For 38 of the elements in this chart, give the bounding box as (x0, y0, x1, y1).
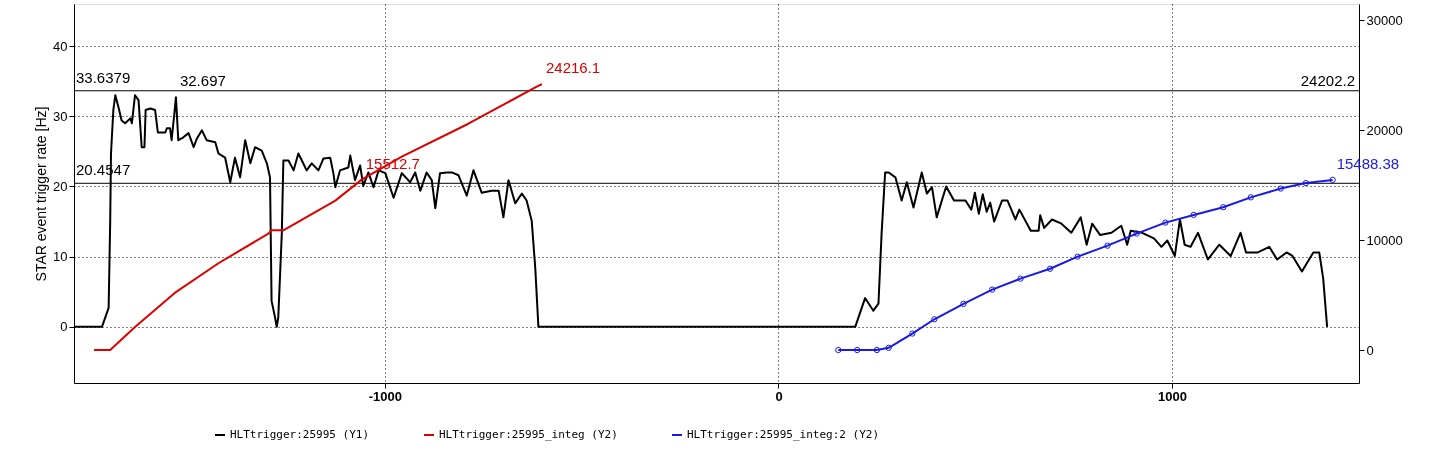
point (1190, 211, 1197, 219)
y-tick-label: 0 (60, 319, 68, 335)
legend-label: HLTtrigger:25995_integ (Y2) (439, 428, 618, 441)
y2-tick-label: 10000 (1366, 232, 1403, 248)
y-tick-label: 20 (53, 178, 68, 194)
point (873, 346, 881, 354)
data-label: 24216.1 (545, 59, 601, 77)
point (1046, 265, 1054, 272)
point (1074, 253, 1081, 260)
y-axis-title: STAR event trigger rate [Hz] (33, 106, 50, 282)
point (1017, 275, 1024, 282)
y-tick-label: 40 (53, 38, 68, 54)
point (1247, 194, 1254, 201)
point (854, 346, 861, 354)
x-tick-label: 1000 (1158, 388, 1188, 404)
ref-line-label: 33.6379 (76, 68, 131, 86)
point (1220, 204, 1227, 211)
point (1133, 230, 1140, 237)
point (1162, 219, 1169, 226)
point (909, 330, 916, 337)
point (1277, 185, 1284, 192)
point (989, 286, 996, 293)
y2-tick-label: 30000 (1366, 12, 1403, 28)
y-tick-label: 10 (53, 249, 68, 265)
y-tick-label: 30 (53, 108, 68, 124)
x-tick-label: 0 (775, 388, 783, 404)
point (960, 300, 967, 308)
y2-tick-label: 0 (1366, 342, 1374, 358)
annotation: 24202.2 (1300, 71, 1355, 89)
point (1104, 242, 1111, 249)
point (931, 316, 938, 323)
data-label: 32.697 (179, 72, 226, 90)
y2-tick-label: 20000 (1366, 122, 1403, 138)
legend-label: HLTtrigger:25995_integ:2 (Y2) (687, 428, 880, 441)
legend-label: HLTtrigger:25995 (Y1) (230, 428, 370, 441)
point (885, 344, 892, 351)
point (1302, 179, 1310, 187)
x-tick-label: -1000 (368, 388, 403, 404)
